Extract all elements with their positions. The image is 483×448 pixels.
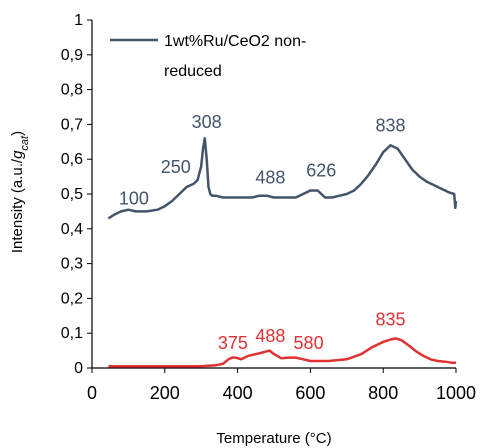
y-tick-label: 0,9 (61, 47, 83, 64)
series-layer (107, 137, 458, 368)
series-line-2 (108, 337, 456, 368)
peak-label: 308 (192, 112, 222, 132)
peak-label: 488 (255, 326, 285, 346)
x-ticks: 0 200 400 600 800 1000 (87, 368, 476, 403)
x-tick-label: 400 (223, 383, 253, 403)
legend-label-line-1: 1wt%Ru/CeO2 non- (164, 33, 306, 50)
peak-label: 580 (294, 333, 324, 353)
y-tick-label: 0,7 (61, 116, 83, 133)
y-tick-label: 0,3 (61, 256, 83, 273)
y-ticks: 0 0,1 0,2 0,3 0,4 0,5 0,6 0,7 0,8 0,9 1 (61, 12, 92, 377)
y-axis-title: Intensity (a.u./gcat) (9, 131, 31, 253)
y-tick-label: 0 (74, 360, 83, 377)
y-axis-title-sub: cat (19, 135, 31, 151)
peak-label: 100 (119, 188, 149, 208)
y-tick-label: 0,8 (61, 82, 83, 99)
y-tick-label: 0,6 (61, 151, 83, 168)
x-tick-label: 600 (295, 383, 325, 403)
peak-label: 626 (306, 161, 336, 181)
annotation-layer: 100 250 308 488 626 838 375 488 580 835 (119, 112, 406, 353)
x-tick-label: 1000 (436, 383, 476, 403)
x-tick-label: 0 (87, 383, 97, 403)
y-tick-label: 1 (74, 12, 83, 29)
x-tick-label: 200 (150, 383, 180, 403)
y-tick-label: 0,5 (61, 186, 83, 203)
y-axis-title-end: ) (9, 131, 26, 136)
x-axis-title: Temperature (°C) (216, 430, 331, 447)
y-tick-label: 0,2 (61, 290, 83, 307)
peak-label: 488 (255, 168, 285, 188)
peak-label: 835 (375, 310, 405, 330)
series-line-1 (107, 137, 458, 220)
peak-label: 838 (375, 115, 405, 135)
plot-area: 0 0,1 0,2 0,3 0,4 0,5 0,6 0,7 0,8 0,9 1 0 200 400 600… (61, 12, 476, 403)
y-tick-label: 0,1 (61, 325, 83, 342)
x-tick-label: 800 (368, 383, 398, 403)
peak-label: 250 (161, 157, 191, 177)
peak-label: 375 (218, 333, 248, 353)
legend-label-line-2: reduced (164, 63, 222, 80)
y-axis-title-main: Intensity (a.u./ (9, 158, 26, 253)
legend: 1wt%Ru/CeO2 non- reduced (110, 33, 306, 80)
y-axis-title-g: g (9, 150, 26, 159)
y-tick-label: 0,4 (61, 221, 83, 238)
